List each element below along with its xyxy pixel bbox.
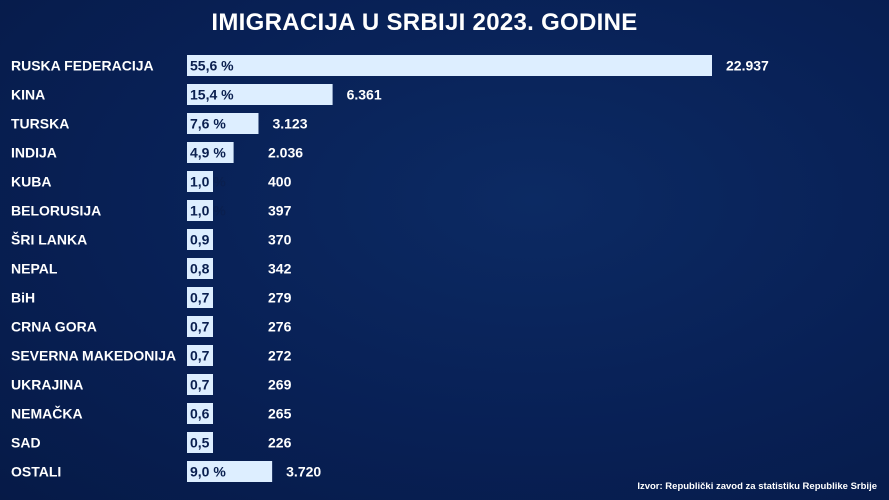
bar — [187, 345, 213, 366]
category-label: KINA — [11, 87, 45, 103]
value-label: 269 — [268, 377, 292, 393]
value-label: 276 — [268, 319, 292, 335]
value-label: 3.720 — [286, 464, 321, 480]
category-label: OSTALI — [11, 464, 61, 480]
bar — [187, 403, 213, 424]
value-label: 342 — [268, 261, 292, 277]
category-label: KUBA — [11, 174, 51, 190]
percent-label: 0,9 — [190, 232, 210, 248]
bar — [187, 84, 333, 105]
category-label: TURSKA — [11, 116, 69, 132]
category-label: UKRAJINA — [11, 377, 83, 393]
bar — [187, 142, 234, 163]
bar — [187, 229, 213, 250]
percent-label: 0,7 — [190, 290, 210, 306]
value-label: 2.036 — [268, 145, 303, 161]
value-label: 370 — [268, 232, 292, 248]
percent-label: 9,0 % — [190, 464, 226, 480]
value-label: 279 — [268, 290, 292, 306]
bar — [187, 461, 273, 482]
percent-label: 0,6 — [190, 406, 210, 422]
category-label: NEMAČKA — [11, 405, 83, 422]
percent-label: 1,0 % — [190, 174, 226, 190]
percent-label: 55,6 % — [190, 58, 234, 74]
percent-label: 4,9 % — [190, 145, 226, 161]
category-label: SAD — [11, 435, 41, 451]
percent-label: 0,7 — [190, 319, 210, 335]
bar — [187, 55, 712, 76]
bar — [187, 200, 213, 221]
category-label: RUSKA FEDERACIJA — [11, 58, 154, 74]
category-label: CRNA GORA — [11, 319, 97, 335]
category-label: INDIJA — [11, 145, 57, 161]
value-label: 3.123 — [272, 116, 307, 132]
value-label: 265 — [268, 406, 292, 422]
percent-label: 0,7 — [190, 377, 210, 393]
percent-label: 15,4 % — [190, 87, 234, 103]
bar — [187, 171, 213, 192]
bar — [187, 113, 259, 134]
bar — [187, 287, 213, 308]
bar — [187, 316, 213, 337]
value-label: 397 — [268, 203, 292, 219]
percent-label: 0,8 — [190, 261, 210, 277]
category-label: ŠRI LANKA — [11, 231, 87, 248]
value-label: 6.361 — [347, 87, 382, 103]
category-label: BELORUSIJA — [11, 203, 101, 219]
category-label: BiH — [11, 290, 35, 306]
category-label: SEVERNA MAKEDONIJA — [11, 348, 176, 364]
percent-label: 0,5 — [190, 435, 210, 451]
percent-label: 1,0 % — [190, 203, 226, 219]
value-label: 22.937 — [726, 58, 769, 74]
bar — [187, 258, 213, 279]
chart-title: IMIGRACIJA U SRBIJI 2023. GODINE — [211, 9, 638, 36]
value-label: 272 — [268, 348, 292, 364]
source-note: Izvor: Republički zavod za statistiku Re… — [637, 481, 877, 492]
bar — [187, 432, 213, 453]
value-label: 226 — [268, 435, 292, 451]
percent-label: 0,7 — [190, 348, 210, 364]
category-label: NEPAL — [11, 261, 58, 277]
value-label: 400 — [268, 174, 292, 190]
percent-label: 7,6 % — [190, 116, 226, 132]
bar — [187, 374, 213, 395]
